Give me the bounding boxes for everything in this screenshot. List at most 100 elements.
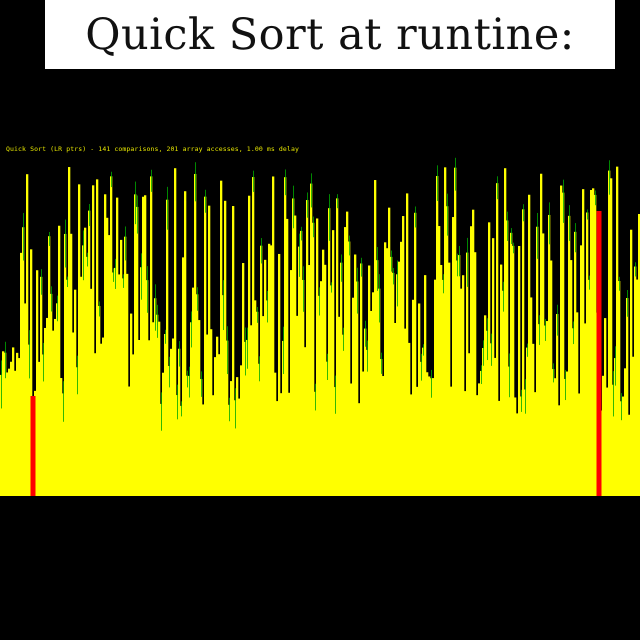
sort-bar — [506, 220, 509, 496]
sort-bar — [232, 206, 235, 496]
sort-bar — [638, 213, 640, 496]
sort-bar — [456, 260, 459, 496]
sort-bar-tip — [565, 369, 566, 401]
sort-bar — [156, 314, 159, 496]
sort-bar-tip — [587, 209, 588, 220]
sort-bar — [266, 300, 269, 496]
sort-bar — [554, 378, 557, 496]
sort-bar-tip — [415, 206, 416, 228]
sort-bar — [330, 285, 333, 496]
sort-bar — [40, 276, 43, 496]
sort-bar-tip — [147, 266, 148, 313]
sort-bar-active — [596, 211, 602, 496]
sort-bar-tip — [503, 281, 504, 312]
sort-bar-tip — [557, 304, 558, 336]
sort-bar-tip — [285, 169, 286, 196]
sort-bar-tip — [527, 343, 528, 357]
sort-bar — [396, 274, 399, 496]
sort-bar — [190, 322, 193, 496]
sort-bar — [526, 347, 529, 496]
sort-bar — [408, 342, 411, 496]
sort-bar-tip — [421, 353, 422, 381]
sort-bar-tip — [179, 341, 180, 367]
sort-bar-tip — [5, 341, 6, 379]
sort-bar — [352, 297, 355, 496]
sort-bar — [84, 227, 87, 496]
sort-bar — [544, 325, 547, 496]
sort-bar-tip — [569, 205, 570, 241]
sort-bar — [514, 397, 517, 496]
sort-bar-tip — [553, 363, 554, 383]
sort-bar-tip — [467, 237, 468, 287]
sort-bar — [404, 328, 407, 496]
sort-bar-tip — [525, 379, 526, 414]
sort-bar-tip — [563, 179, 564, 223]
sort-bar — [618, 281, 621, 496]
sort-bar — [316, 218, 319, 496]
sort-bar — [476, 395, 479, 496]
sort-bar — [162, 372, 165, 496]
sort-bar — [360, 263, 363, 496]
sort-bar — [22, 227, 25, 496]
sort-bar — [164, 333, 167, 496]
sort-bar — [230, 381, 233, 496]
sort-bar — [452, 217, 455, 496]
sort-bar — [448, 262, 451, 496]
sort-bar — [8, 368, 11, 496]
sort-bar — [106, 217, 109, 496]
sort-bar — [76, 367, 79, 496]
sort-bar — [62, 393, 65, 496]
sort-bar — [368, 265, 371, 496]
sort-bar — [12, 347, 15, 496]
sort-bar-tip — [613, 371, 614, 417]
sort-bar-tip — [43, 342, 44, 382]
sort-bar — [580, 245, 583, 496]
sort-bar-tip — [447, 193, 448, 236]
sort-bar — [496, 183, 499, 496]
sort-bar — [16, 352, 19, 496]
sort-bar — [320, 281, 323, 496]
sort-bar — [384, 242, 387, 496]
sort-bar-tip — [83, 230, 84, 281]
sort-bar — [538, 324, 541, 496]
sort-bar — [166, 199, 169, 496]
sort-bar — [628, 414, 631, 496]
sort-bar — [516, 413, 519, 496]
sort-bar — [332, 230, 335, 496]
sort-bar — [180, 405, 183, 496]
sort-bar-tip — [195, 162, 196, 202]
sort-bar — [342, 334, 345, 496]
sort-bar — [350, 383, 353, 496]
sort-bar — [532, 343, 535, 496]
sort-bar — [314, 391, 317, 496]
sort-bar — [372, 292, 375, 496]
sort-bar-tip — [29, 330, 30, 379]
sort-bar — [386, 248, 389, 496]
sort-bar — [324, 264, 327, 496]
sort-bar-tip — [627, 290, 628, 317]
sort-bar — [508, 366, 511, 496]
sort-bar-tip — [63, 381, 64, 422]
sort-bar — [220, 180, 223, 496]
sort-bar — [280, 393, 283, 496]
sort-bar-tip — [635, 262, 636, 277]
sort-bar — [590, 190, 593, 496]
sort-bar — [344, 227, 347, 496]
sort-bar — [96, 179, 99, 496]
sort-bar — [88, 210, 91, 496]
sort-bar — [228, 404, 231, 496]
sort-bar — [124, 236, 127, 496]
sort-bar — [578, 393, 581, 496]
sort-bar — [592, 188, 595, 496]
sort-bar — [528, 194, 531, 496]
sort-bar — [104, 194, 107, 496]
sort-bar — [296, 315, 299, 496]
sort-bar — [318, 295, 321, 496]
sort-bar — [478, 383, 481, 496]
sort-bar-tip — [307, 192, 308, 218]
sort-bar — [206, 334, 209, 496]
sort-bar — [288, 392, 291, 496]
sort-bar-tip — [261, 238, 262, 264]
sort-bar — [38, 361, 41, 496]
sort-bar-tip — [51, 286, 52, 312]
